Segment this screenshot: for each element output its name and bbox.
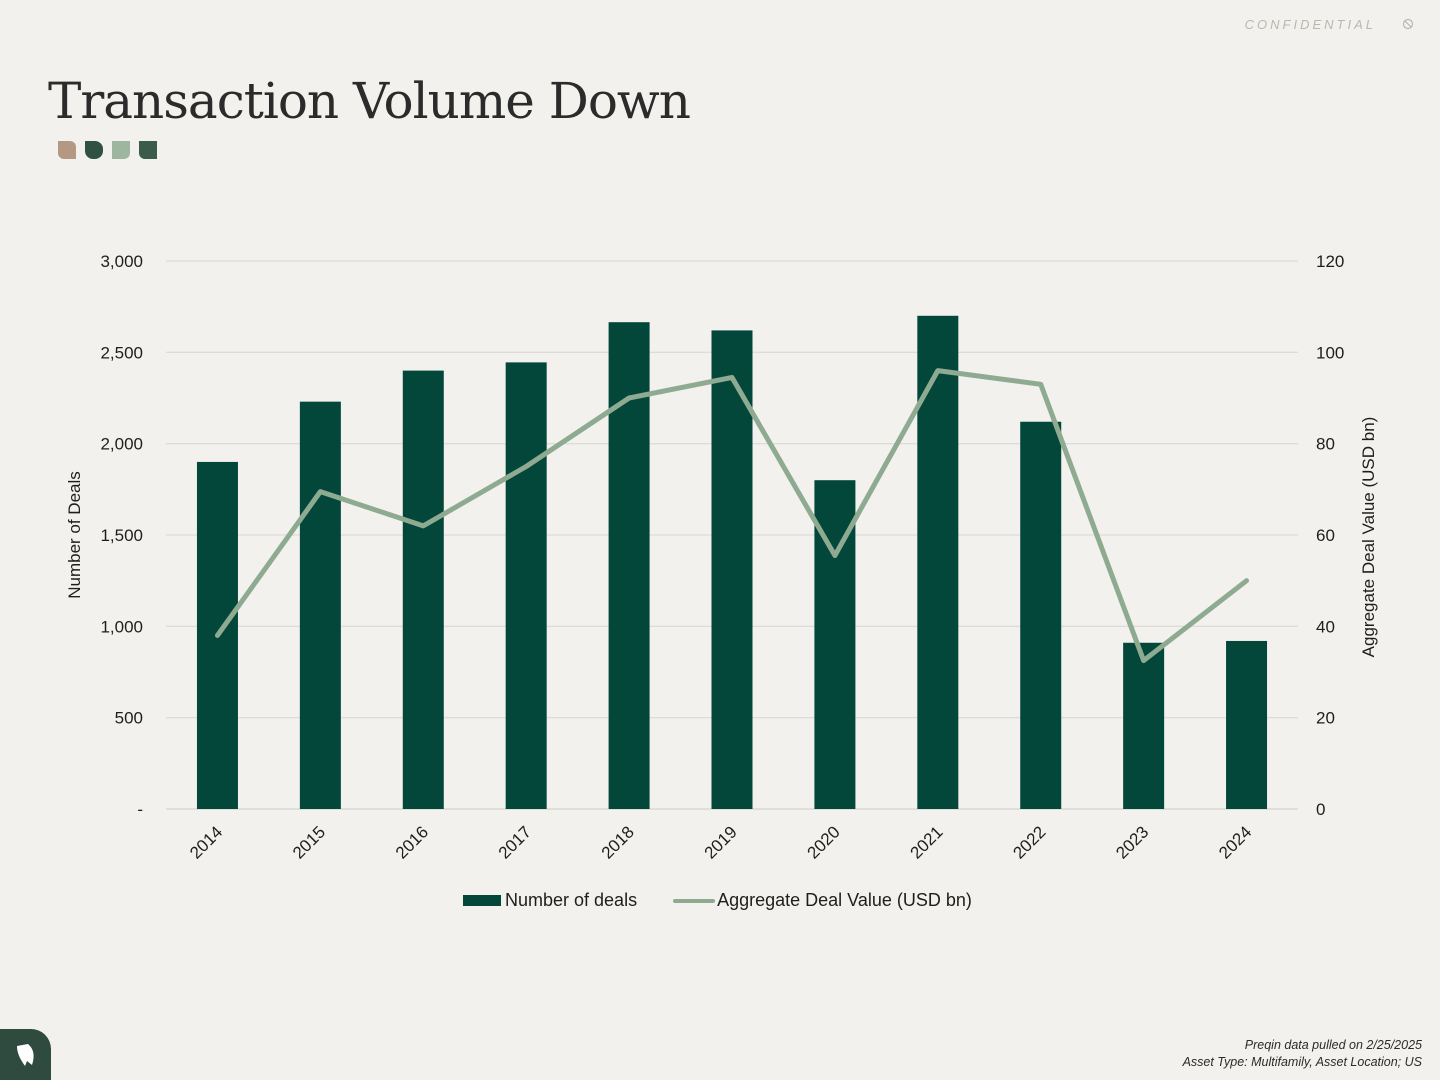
bar-2021 bbox=[917, 315, 959, 809]
y2-tick-label: 60 bbox=[1316, 526, 1335, 545]
decor-leaf-icon-1 bbox=[58, 141, 76, 159]
y-tick-label: 1,500 bbox=[100, 526, 143, 545]
line-point-2015 bbox=[319, 491, 321, 493]
decorative-marks bbox=[58, 141, 157, 159]
bar-2022 bbox=[1020, 421, 1062, 809]
y2-tick-label: 80 bbox=[1316, 435, 1335, 454]
line-point-2021 bbox=[937, 370, 939, 372]
legend-label-value: Aggregate Deal Value (USD bn) bbox=[717, 890, 972, 910]
line-point-2024 bbox=[1246, 580, 1248, 582]
x-tick-label: 2015 bbox=[289, 822, 329, 862]
legend-item-value: Aggregate Deal Value (USD bn) bbox=[673, 890, 972, 911]
x-tick-label: 2018 bbox=[598, 822, 638, 862]
line-point-2018 bbox=[628, 397, 630, 399]
y-tick-label: 500 bbox=[115, 709, 143, 728]
x-tick-label: 2016 bbox=[392, 822, 432, 862]
no-entry-icon bbox=[1402, 18, 1414, 30]
y-tick-label: 2,000 bbox=[100, 435, 143, 454]
x-tick-label: 2020 bbox=[804, 822, 844, 862]
y2-tick-label: 40 bbox=[1316, 617, 1335, 636]
line-point-2016 bbox=[422, 525, 424, 527]
legend-label-deals: Number of deals bbox=[505, 890, 638, 910]
y-tick-label: - bbox=[137, 800, 143, 819]
legend-swatch-bar bbox=[463, 895, 501, 906]
decor-leaf-icon-2 bbox=[85, 141, 103, 159]
bar-2023 bbox=[1123, 642, 1165, 809]
decor-leaf-icon-3 bbox=[112, 141, 130, 159]
x-tick-label: 2017 bbox=[495, 822, 535, 862]
bar-2018 bbox=[608, 322, 650, 809]
source-footnote: Preqin data pulled on 2/25/2025 Asset Ty… bbox=[1183, 1037, 1422, 1071]
bar-2024 bbox=[1226, 640, 1268, 809]
line-point-2017 bbox=[525, 466, 527, 467]
bar-2015 bbox=[299, 401, 341, 809]
footnote-line-1: Preqin data pulled on 2/25/2025 bbox=[1244, 1038, 1422, 1052]
line-point-2014 bbox=[216, 634, 218, 636]
bar-2019 bbox=[711, 330, 753, 809]
x-tick-label: 2023 bbox=[1112, 822, 1152, 862]
x-tick-label: 2022 bbox=[1009, 822, 1049, 862]
line-point-2020 bbox=[834, 555, 836, 557]
x-tick-label: 2024 bbox=[1215, 822, 1255, 862]
y2-tick-label: 120 bbox=[1316, 252, 1344, 271]
decor-leaf-icon-4 bbox=[139, 141, 157, 159]
leaf-logo-icon bbox=[0, 1029, 51, 1080]
line-point-2023 bbox=[1143, 660, 1145, 662]
y-axis-title: Number of Deals bbox=[65, 471, 84, 599]
legend-item-deals: Number of deals bbox=[463, 890, 637, 911]
y2-tick-label: 20 bbox=[1316, 709, 1335, 728]
x-tick-label: 2014 bbox=[186, 822, 226, 862]
x-tick-label: 2019 bbox=[701, 822, 741, 862]
y-tick-label: 3,000 bbox=[100, 252, 143, 271]
x-tick-label: 2021 bbox=[906, 822, 946, 862]
bar-2016 bbox=[402, 370, 444, 809]
line-point-2019 bbox=[731, 376, 733, 378]
y-tick-label: 2,500 bbox=[100, 343, 143, 362]
y2-axis-title: Aggregate Deal Value (USD bn) bbox=[1359, 417, 1378, 658]
chart-legend: Number of deals Aggregate Deal Value (US… bbox=[463, 890, 1008, 911]
legend-swatch-line bbox=[673, 898, 716, 903]
bar-2017 bbox=[505, 362, 547, 809]
y2-tick-label: 100 bbox=[1316, 343, 1344, 362]
confidential-label: CONFIDENTIAL bbox=[1244, 17, 1376, 32]
y-tick-label: 1,000 bbox=[100, 617, 143, 636]
footnote-line-2: Asset Type: Multifamily, Asset Location;… bbox=[1182, 1055, 1422, 1069]
line-point-2022 bbox=[1040, 383, 1042, 385]
page-title: Transaction Volume Down bbox=[48, 72, 691, 130]
y2-tick-label: 0 bbox=[1316, 800, 1325, 819]
